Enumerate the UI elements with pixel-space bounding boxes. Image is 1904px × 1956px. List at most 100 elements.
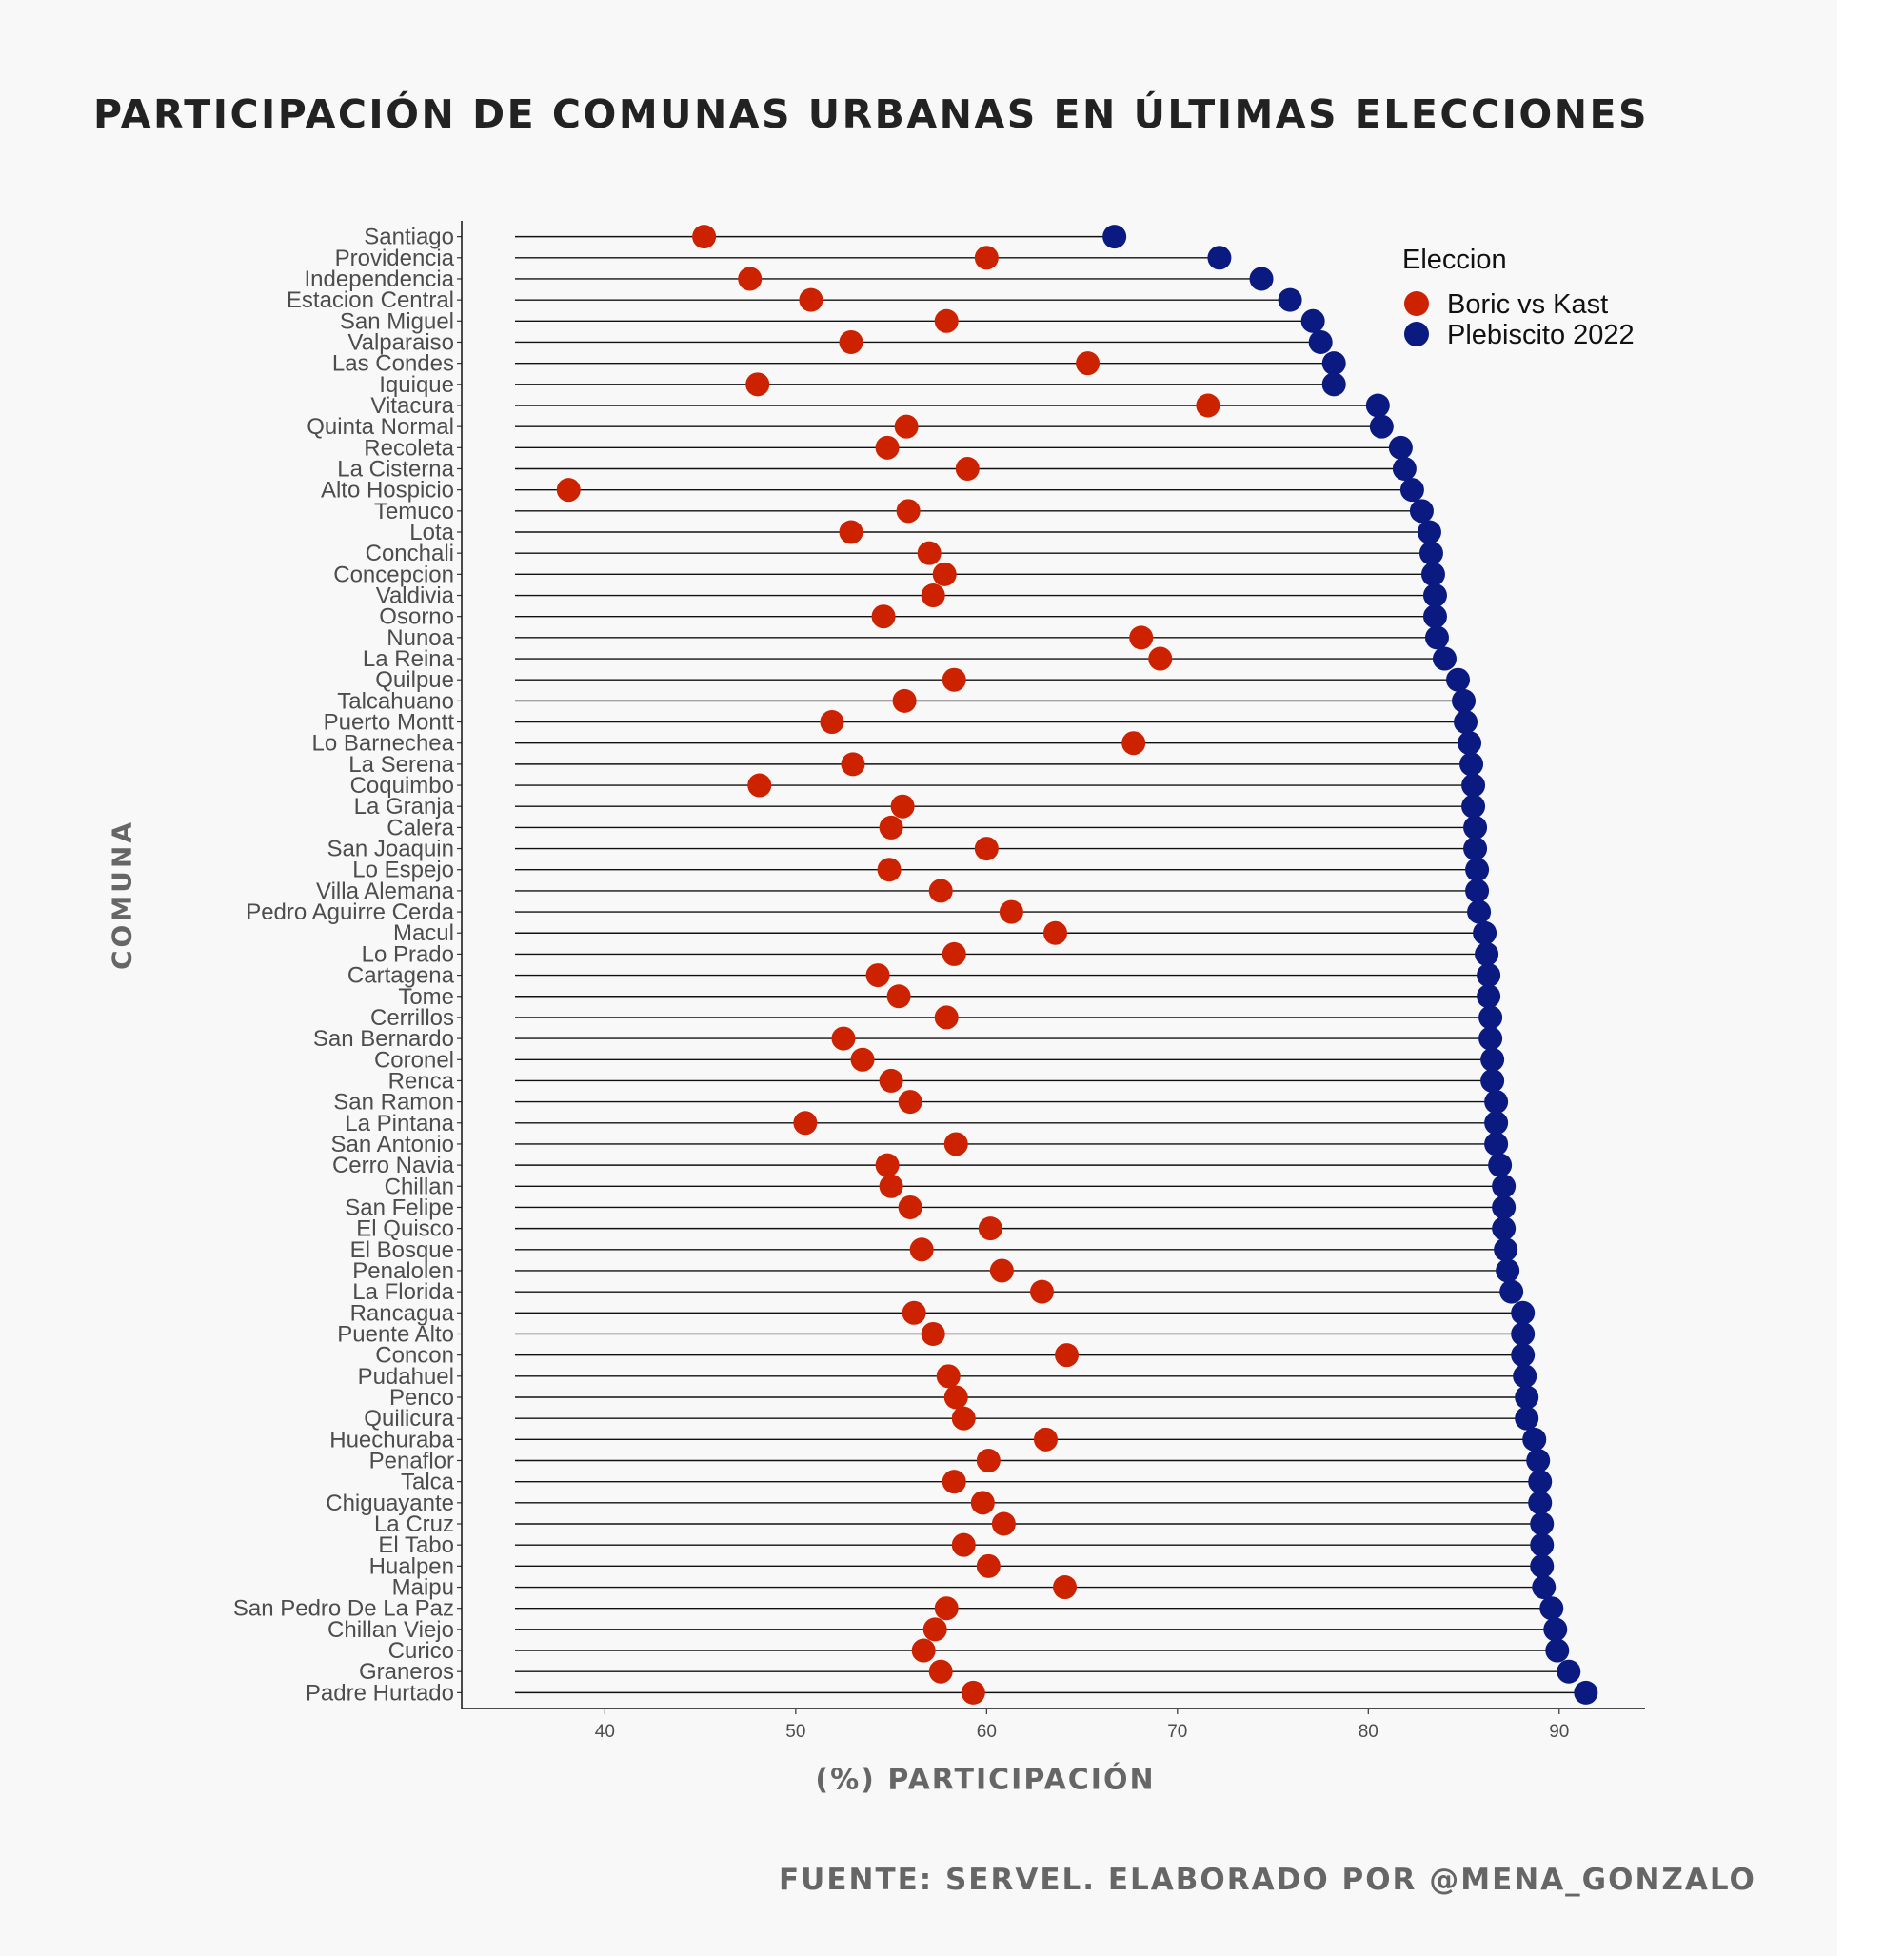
point-boric-vs-kast [692,225,717,249]
y-tick-label: El Tabo [378,1532,454,1558]
point-plebiscito-2022 [1422,583,1447,608]
point-plebiscito-2022 [1300,308,1325,333]
point-boric-vs-kast [831,1026,856,1051]
point-plebiscito-2022 [1530,1511,1555,1536]
point-plebiscito-2022 [1484,1111,1509,1136]
point-boric-vs-kast [877,858,902,882]
legend-title: Eleccion [1402,245,1507,275]
y-tick-label: Iquique [379,372,454,398]
y-tick-label: La Florida [352,1279,454,1305]
point-plebiscito-2022 [1249,267,1274,291]
point-plebiscito-2022 [1446,667,1471,692]
point-boric-vs-kast [951,1532,976,1557]
y-tick-label: Hualpen [369,1553,454,1579]
y-tick-label: Rancagua [350,1300,455,1326]
point-plebiscito-2022 [1465,858,1490,882]
point-boric-vs-kast [886,984,911,1009]
point-boric-vs-kast [934,1596,959,1621]
point-boric-vs-kast [943,1132,968,1156]
point-boric-vs-kast [839,329,863,354]
y-tick-label: Lota [409,520,454,545]
y-tick-label: Coronel [374,1047,454,1073]
point-boric-vs-kast [820,710,844,735]
point-boric-vs-kast [942,1470,966,1494]
point-boric-vs-kast [894,414,919,439]
y-tick-label: San Antonio [331,1132,454,1157]
y-tick-label: Talcahuano [337,688,454,714]
y-tick-label: La Cruz [374,1511,454,1537]
legend-boric-marker [1404,291,1429,316]
y-tick-label: Santiago [364,225,454,250]
y-tick-label: Quilpue [375,667,454,693]
point-boric-vs-kast [896,499,921,524]
point-plebiscito-2022 [1480,1068,1505,1093]
source-note: FUENTE: SERVEL. ELABORADO POR @MENA_GONZ… [779,1863,1756,1897]
point-boric-vs-kast [556,478,581,503]
point-boric-vs-kast [839,520,863,544]
point-boric-vs-kast [932,562,957,586]
point-plebiscito-2022 [1465,879,1490,903]
point-boric-vs-kast [799,287,823,312]
segments-layer [515,235,1586,1694]
point-boric-vs-kast [951,1406,976,1431]
point-boric-vs-kast [1033,1427,1058,1452]
point-plebiscito-2022 [1452,688,1477,713]
point-plebiscito-2022 [1478,1005,1503,1030]
legend-boric-label: Boric vs Kast [1447,289,1608,320]
point-plebiscito-2022 [1488,1153,1513,1177]
boric-points-layer [556,225,1220,1705]
point-plebiscito-2022 [1473,920,1497,945]
point-boric-vs-kast [1196,393,1220,418]
y-tick-label: Concon [375,1343,454,1369]
y-tick-label: Chillan Viejo [327,1617,454,1643]
point-boric-vs-kast [989,1258,1014,1283]
point-plebiscito-2022 [1102,225,1127,249]
point-boric-vs-kast [865,963,890,988]
y-tick-label: Lo Prado [362,941,454,967]
y-tick-label: Valparaiso [347,329,454,355]
point-plebiscito-2022 [1461,773,1486,798]
y-tick-label: Nunoa [387,625,454,651]
point-boric-vs-kast [793,1111,818,1136]
point-plebiscito-2022 [1207,246,1232,270]
point-boric-vs-kast [1029,1279,1054,1304]
y-tick-label: Recoleta [364,435,454,461]
point-plebiscito-2022 [1484,1090,1509,1115]
point-plebiscito-2022 [1477,984,1501,1009]
y-tick-label: Renca [388,1068,455,1094]
point-boric-vs-kast [934,308,959,333]
point-boric-vs-kast [898,1195,922,1219]
point-boric-vs-kast [850,1047,875,1072]
point-plebiscito-2022 [1515,1385,1539,1410]
point-plebiscito-2022 [1392,457,1417,481]
point-boric-vs-kast [936,1364,961,1389]
point-boric-vs-kast [955,457,980,481]
point-boric-vs-kast [961,1680,985,1705]
point-boric-vs-kast [747,773,772,798]
point-plebiscito-2022 [1399,478,1424,503]
point-plebiscito-2022 [1511,1343,1536,1368]
point-boric-vs-kast [991,1511,1016,1536]
plebiscito-points-layer [1102,225,1598,1705]
y-axis-title: COMUNA [106,819,138,971]
point-boric-vs-kast [974,837,999,861]
y-tick-label: Alto Hospicio [321,478,454,504]
y-tick-label: El Quisco [356,1216,454,1242]
y-tick-label: Tome [398,984,454,1010]
y-tick-label: La Reina [363,646,455,672]
point-plebiscito-2022 [1418,541,1443,565]
point-boric-vs-kast [970,1491,995,1515]
point-plebiscito-2022 [1492,1174,1517,1198]
point-boric-vs-kast [921,583,945,608]
legend-plebiscito-label: Plebiscito 2022 [1447,320,1635,350]
y-tick-label: Penalolen [352,1258,454,1284]
y-tick-label: Graneros [359,1659,454,1685]
point-plebiscito-2022 [1467,899,1492,924]
y-tick-label: San Felipe [345,1195,454,1220]
point-boric-vs-kast [1129,625,1154,650]
y-tick-label: San Pedro De La Paz [233,1596,454,1622]
point-plebiscito-2022 [1530,1532,1555,1557]
y-tick-label: Temuco [374,499,454,524]
point-boric-vs-kast [942,941,966,966]
y-tick-label: San Joaquin [327,837,454,862]
